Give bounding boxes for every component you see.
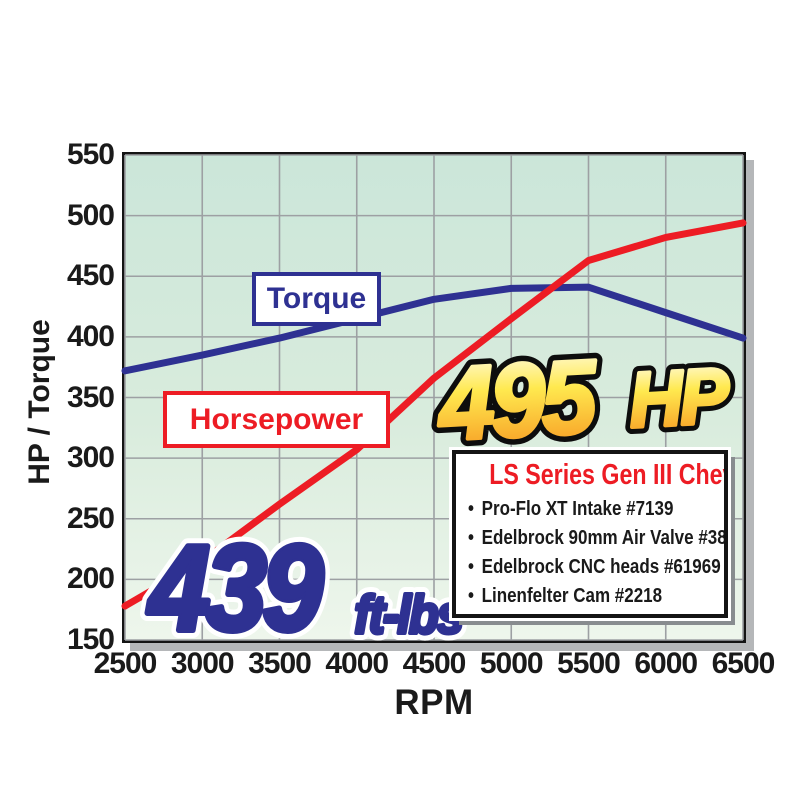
peak-hp-unit: HP [627, 352, 732, 444]
x-tick-label: 5000 [479, 647, 544, 680]
spec-list: Pro-Flo XT Intake #7139Edelbrock 90mm Ai… [464, 495, 724, 614]
engine-spec-box: LS Series Gen III Chevy Pro-Flo XT Intak… [452, 450, 728, 618]
horsepower-series-label-text: Horsepower [189, 402, 364, 436]
spec-item: Linenfelter Cam #2218 [468, 582, 679, 611]
x-tick-label: 4500 [402, 647, 467, 680]
y-tick-label: 400 [66, 319, 115, 353]
y-tick-label: 550 [66, 138, 115, 171]
y-tick-label: 350 [66, 380, 115, 414]
x-tick-label: 3000 [170, 647, 235, 680]
x-tick-label: 4000 [325, 647, 389, 680]
y-tick-label: 150 [66, 623, 115, 656]
spec-item: Edelbrock 90mm Air Valve #3869 [468, 524, 724, 553]
peak-hp-value: 495 [434, 339, 601, 463]
spec-item: Edelbrock CNC heads #61969 [468, 553, 721, 582]
spec-item: Pro-Flo XT Intake #7139 [468, 495, 679, 524]
peak-hp-callout: 495 HP 495 HP [427, 331, 739, 470]
x-tick-label: 3500 [248, 647, 312, 680]
y-tick-label: 500 [66, 198, 115, 232]
x-tick-label: 5500 [557, 647, 621, 680]
peak-torque-unit-halo: ft-lbs [354, 584, 462, 645]
horsepower-series-label: Horsepower [163, 391, 390, 448]
y-tick-label: 300 [66, 441, 115, 475]
peak-hp-unit-outline: HP [627, 352, 732, 444]
torque-curve [121, 283, 747, 375]
y-tick-label: 450 [66, 259, 115, 293]
horsepower-curve [121, 219, 747, 610]
x-axis-title: RPM [394, 683, 474, 722]
y-tick-label: 200 [66, 562, 115, 596]
spec-item: 1-3/4” headers [468, 611, 679, 614]
spec-box-title: LS Series Gen III Chevy [489, 459, 728, 491]
peak-torque-value: 439 [147, 520, 324, 657]
torque-series-label: Torque [252, 272, 381, 326]
x-tick-label: 6500 [711, 647, 776, 680]
peak-torque-callout: 439 ft-lbs 439 ft-lbs [140, 512, 471, 664]
plot-area: Torque Horsepower 439 ft-lbs 439 ft-lbs [121, 152, 747, 664]
curves-and-grid [121, 154, 747, 641]
y-tick-label: 250 [66, 501, 115, 535]
peak-hp-value-outline: 495 [434, 339, 601, 463]
x-tick-label: 6000 [634, 647, 698, 680]
peak-torque-value-halo: 439 [147, 520, 324, 657]
peak-torque-unit: ft-lbs [354, 584, 462, 645]
x-tick-label: 2500 [93, 647, 158, 680]
torque-series-label-text: Torque [266, 282, 367, 315]
